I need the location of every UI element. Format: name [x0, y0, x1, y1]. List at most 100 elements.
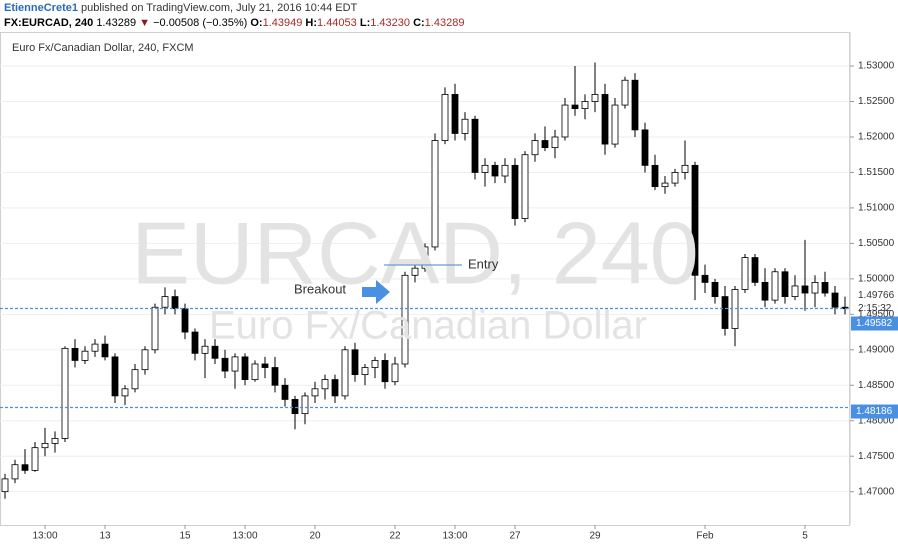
- x-tick-label: 27: [509, 531, 521, 542]
- candle-body: [221, 357, 229, 372]
- candle-body: [771, 271, 779, 301]
- annotation: Entry: [468, 256, 499, 271]
- candle-body: [61, 347, 69, 439]
- y-tick-label: 1.48000: [858, 415, 895, 426]
- candle-body: [431, 140, 439, 248]
- breakout-arrow: [362, 280, 390, 304]
- ohlc-label: H:: [305, 17, 317, 29]
- price-label: 1.49582: [856, 318, 893, 329]
- candle-body: [741, 257, 749, 290]
- y-tick-label: 1.51500: [858, 167, 895, 178]
- x-tick-label: 15: [179, 531, 191, 542]
- candle-body: [181, 308, 189, 333]
- candle-body: [411, 267, 419, 276]
- candle-body: [781, 271, 789, 297]
- symbol: FX:EURCAD, 240: [4, 17, 93, 29]
- candle-body: [341, 349, 349, 397]
- candle-body: [11, 464, 19, 480]
- candle-body: [821, 282, 829, 294]
- candle-body: [71, 347, 79, 361]
- y-tick-label: 1.49000: [858, 344, 895, 355]
- author[interactable]: EtienneCrete1: [4, 2, 78, 14]
- candle-body: [811, 282, 819, 294]
- candle-body: [191, 331, 199, 354]
- candle-body: [761, 282, 769, 301]
- chart-title: Euro Fx/Canadian Dollar, 240, FXCM: [12, 42, 194, 54]
- plot: [0, 62, 850, 499]
- candle-body: [631, 79, 639, 131]
- countdown: 2:15:32: [858, 303, 892, 314]
- x-tick-label: 5: [802, 531, 808, 542]
- candle-body: [111, 356, 119, 397]
- y-tick-label: 1.53000: [858, 61, 895, 72]
- candle-body: [671, 172, 679, 184]
- candle-body: [791, 285, 799, 297]
- candle-body: [501, 164, 509, 177]
- candle-body: [41, 443, 49, 449]
- y-tick-label: 1.52500: [858, 96, 895, 107]
- candle-body: [361, 367, 369, 376]
- candle-body: [381, 360, 389, 383]
- candle-body: [151, 306, 159, 351]
- candle-body: [701, 274, 709, 283]
- candle-body: [51, 438, 59, 444]
- candle-body: [801, 285, 809, 294]
- candle-body: [281, 384, 289, 400]
- y-tick-label: 1.49500: [858, 309, 895, 320]
- candle-body: [101, 343, 109, 358]
- candle-body: [401, 274, 409, 365]
- header-line-1: EtienneCrete1 published on TradingView.c…: [4, 2, 358, 14]
- candle-body: [421, 246, 429, 269]
- ohlc-value: 1.44053: [317, 17, 357, 29]
- candle-body: [251, 363, 259, 380]
- candle-body: [511, 164, 519, 219]
- candle-body: [581, 101, 589, 110]
- candle-body: [571, 104, 579, 110]
- candle-body: [711, 282, 719, 297]
- candle-body: [461, 118, 469, 134]
- annotation: Breakout: [294, 281, 346, 296]
- candle-body: [351, 349, 359, 376]
- ohlc-label: C:: [413, 17, 425, 29]
- y-tick-label: 1.52000: [858, 132, 895, 143]
- candle-body: [261, 363, 269, 368]
- candle-body: [491, 164, 499, 177]
- candle-body: [291, 399, 299, 415]
- watermark: EURCAD, 240: [131, 203, 698, 302]
- y-tick-label: 1.48500: [858, 380, 895, 391]
- ohlc-label: O:: [250, 17, 262, 29]
- candle-body: [1, 478, 9, 493]
- x-tick-label: 13: [99, 531, 111, 542]
- candle-body: [531, 140, 539, 156]
- header-line-2: FX:EURCAD, 240 1.43289 ▼ −0.00508 (−0.35…: [4, 17, 464, 29]
- x-tick-label: 29: [589, 531, 601, 542]
- candle-body: [201, 345, 209, 354]
- candle-body: [721, 296, 729, 329]
- candle-body: [611, 104, 619, 145]
- x-tick-label: 20: [309, 531, 321, 542]
- last-price-label: 1.49766: [858, 290, 895, 301]
- candle-body: [391, 363, 399, 383]
- candle-body: [691, 164, 699, 276]
- candle-body: [441, 94, 449, 141]
- candle-body: [131, 369, 139, 390]
- candle-body: [651, 164, 659, 188]
- x-tick-label: 13:00: [232, 531, 257, 542]
- x-tick-label: Feb: [696, 531, 714, 542]
- candle-body: [271, 367, 279, 386]
- ohlc-value: 1.43230: [370, 17, 410, 29]
- x-tick-label: 22: [389, 531, 401, 542]
- candle-body: [521, 154, 529, 219]
- y-tick-label: 1.47000: [858, 486, 895, 497]
- y-tick-label: 1.50500: [858, 238, 895, 249]
- candle-body: [311, 388, 319, 397]
- price-label-box: [851, 316, 898, 331]
- candle-body: [551, 136, 559, 149]
- watermark-subtitle: Euro Fx/Canadian Dollar: [209, 304, 647, 348]
- candle-body: [751, 257, 759, 283]
- candle-body: [121, 388, 129, 397]
- candle-body: [451, 94, 459, 134]
- y-tick-label: 1.51000: [858, 203, 895, 214]
- candle-body: [481, 164, 489, 173]
